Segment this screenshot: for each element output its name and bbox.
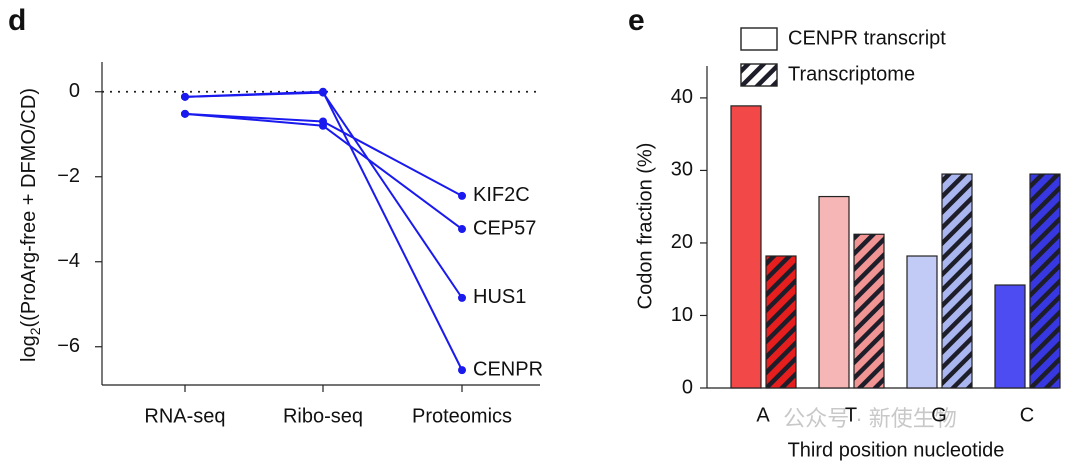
bar	[906, 255, 938, 389]
x-tick-label: Ribo-seq	[283, 405, 363, 427]
series-label: CENPR	[473, 358, 543, 380]
bar	[765, 255, 797, 389]
y-tick-label: −6	[57, 335, 80, 357]
y-label-text: log	[18, 335, 40, 362]
data-point	[458, 191, 466, 200]
data-point	[181, 92, 189, 101]
y-axis-label: Codon fraction (%)	[634, 143, 656, 310]
y-tick-label: 20	[671, 231, 693, 253]
y-tick-label: −4	[57, 250, 80, 272]
data-point	[458, 293, 466, 302]
x-tick-label: Proteomics	[412, 405, 512, 427]
y-tick-label: 0	[682, 376, 693, 398]
y-axis-label: log2((ProArg-free + DFMO/CD)	[18, 88, 42, 362]
y-tick-label: −2	[57, 165, 80, 187]
y-tick-label: 30	[671, 159, 693, 181]
data-point	[181, 109, 189, 118]
data-point	[458, 366, 466, 375]
bar	[730, 105, 762, 389]
legend-swatch	[740, 27, 778, 51]
watermark: 公众号 · 新使生物	[783, 406, 957, 431]
y-tick-label: 0	[69, 80, 80, 102]
y-tick-label: 10	[671, 304, 693, 326]
bar	[941, 173, 973, 389]
bar	[853, 233, 885, 389]
series-label: CEP57	[473, 217, 536, 239]
x-tick-label: A	[756, 404, 770, 426]
series-line	[184, 112, 463, 230]
x-tick-label: C	[1020, 404, 1034, 426]
bar	[818, 195, 850, 389]
data-point	[319, 121, 327, 130]
series-label: KIF2C	[473, 184, 530, 206]
data-point	[458, 225, 466, 234]
legend-label: CENPR transcript	[788, 27, 946, 49]
bar	[1029, 173, 1061, 389]
x-tick-label: RNA-seq	[144, 405, 225, 427]
legend-swatch	[740, 63, 778, 87]
series-label: HUS1	[473, 286, 526, 308]
x-tick-label: G	[931, 404, 947, 426]
data-point	[319, 87, 327, 96]
x-axis-label: Third position nucleotide	[788, 439, 1005, 461]
x-tick-label: T	[845, 404, 857, 426]
panel-label: e	[628, 4, 645, 37]
panel-label: d	[8, 4, 26, 37]
y-label-subscript: 2	[27, 327, 43, 335]
y-tick-label: 40	[671, 86, 693, 108]
series-line	[184, 90, 463, 371]
y-label-rest: ((ProArg-free + DFMO/CD)	[18, 88, 40, 327]
bar	[994, 284, 1026, 389]
legend-label: Transcriptome	[788, 63, 915, 85]
